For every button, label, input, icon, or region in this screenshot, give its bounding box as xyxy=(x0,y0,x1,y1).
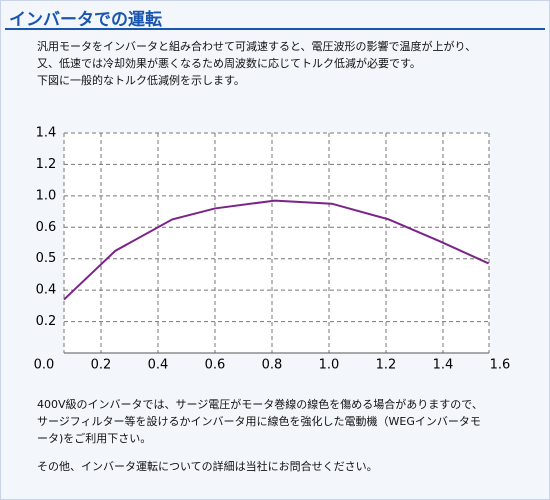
note-line: サージフィルター等を設けるかインバータ用に線色を強化した電動機（WEGインバータ… xyxy=(37,415,481,428)
x-tick-label: 1.4 xyxy=(433,358,454,373)
x-tick-label: 0.2 xyxy=(91,358,112,373)
x-tick-label: 0.0 xyxy=(34,358,55,373)
intro-line: 汎用モータをインバータと組み合わせて可減速すると、電圧波形の影響で温度が上がり、 xyxy=(37,40,477,53)
note-line: 400V級のインバータでは、サージ電圧がモータ巻線の線色を傷める場合がありますの… xyxy=(37,398,483,411)
x-tick-label: 1.0 xyxy=(319,358,340,373)
x-tick-label: 1.6 xyxy=(490,358,511,373)
y-tick-label: 0.6 xyxy=(36,220,57,235)
x-tick-label: 0.8 xyxy=(262,358,283,373)
note-line: ータ)をご利用下さい。 xyxy=(37,432,152,445)
intro-line: 下図に一般的なトルク低減例を示します。 xyxy=(37,74,245,87)
plot-area xyxy=(64,133,489,353)
intro-line: 又、低速では冷却効果が悪くなるため周波数に応じてトルク低減が必要です。 xyxy=(37,57,421,70)
chart: 0.2 0.4 0.5 0.6 1.0 1.2 1.4 0.0 0.2 0.4 0.6 0.8 1.0 1… xyxy=(34,126,511,373)
y-tick-label: 1.4 xyxy=(36,126,57,141)
x-tick-label: 1.2 xyxy=(376,358,397,373)
x-tick-label: 0.6 xyxy=(205,358,226,373)
y-tick-label: 1.2 xyxy=(36,157,57,172)
y-tick-label: 1.0 xyxy=(36,188,57,203)
x-tick-label: 0.4 xyxy=(148,358,169,373)
line-series xyxy=(63,199,490,301)
title: インバータでの運転 xyxy=(9,10,162,30)
y-tick-label: 0.2 xyxy=(36,314,57,329)
note-line: その他、インバータ運転についての詳細は当社にお問合せください。 xyxy=(37,460,378,473)
title-rule xyxy=(5,28,545,30)
y-tick-label: 0.5 xyxy=(36,251,57,266)
y-tick-label: 0.4 xyxy=(36,283,57,298)
